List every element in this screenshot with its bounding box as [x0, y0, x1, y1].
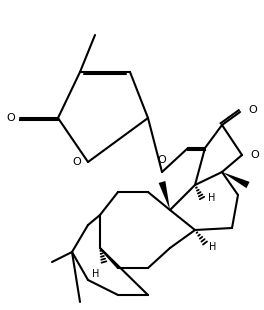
Polygon shape — [159, 181, 170, 210]
Polygon shape — [222, 172, 249, 188]
Text: H: H — [92, 269, 99, 279]
Text: O: O — [250, 150, 259, 160]
Text: H: H — [208, 193, 215, 203]
Text: O: O — [248, 105, 257, 115]
Text: O: O — [158, 155, 166, 165]
Text: H: H — [209, 242, 216, 252]
Text: O: O — [72, 157, 81, 167]
Text: O: O — [6, 113, 15, 123]
